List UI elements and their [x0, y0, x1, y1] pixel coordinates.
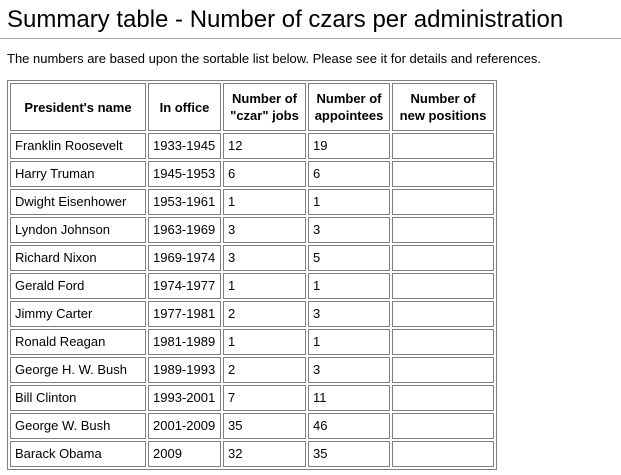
table-cell: 1989-1993 — [148, 357, 221, 383]
table-row: Dwight Eisenhower 1953-1961 1 1 — [10, 189, 494, 215]
table-cell: 1981-1989 — [148, 329, 221, 355]
table-cell: 1993-2001 — [148, 385, 221, 411]
intro-note: The numbers are based upon the sortable … — [7, 51, 542, 66]
table-row: Bill Clinton 1993-2001 7 11 — [10, 385, 494, 411]
table-cell: Bill Clinton — [10, 385, 146, 411]
table-row: Ronald Reagan 1981-1989 1 1 — [10, 329, 494, 355]
table-cell: 3 — [308, 301, 390, 327]
table-cell: 1945-1953 — [148, 161, 221, 187]
table-row: George W. Bush 2001-2009 35 46 — [10, 413, 494, 439]
table-cell: 7 — [223, 385, 306, 411]
table-cell: Harry Truman — [10, 161, 146, 187]
table-body: Franklin Roosevelt 1933-1945 12 19 Harry Tru… — [10, 133, 494, 467]
table-cell: 1963-1969 — [148, 217, 221, 243]
table-row: Jimmy Carter 1977-1981 2 3 — [10, 301, 494, 327]
table-cell: George H. W. Bush — [10, 357, 146, 383]
table-cell — [392, 245, 494, 271]
table-cell — [392, 217, 494, 243]
table-cell: Gerald Ford — [10, 273, 146, 299]
column-header: In office — [148, 83, 221, 131]
table-cell: 3 — [223, 217, 306, 243]
table-cell: 35 — [223, 413, 306, 439]
table-cell: 12 — [223, 133, 306, 159]
table-cell: Ronald Reagan — [10, 329, 146, 355]
table-cell — [392, 161, 494, 187]
czars-summary-table: President's name In office Number of "czar… — [7, 80, 497, 470]
table-cell: 3 — [308, 357, 390, 383]
table-row: Franklin Roosevelt 1933-1945 12 19 — [10, 133, 494, 159]
table-cell: 3 — [308, 217, 390, 243]
column-header: Number of appointees — [308, 83, 390, 131]
table-row: Gerald Ford 1974-1977 1 1 — [10, 273, 494, 299]
table-cell: 19 — [308, 133, 390, 159]
table-row: George H. W. Bush 1989-1993 2 3 — [10, 357, 494, 383]
table-cell: 1 — [223, 329, 306, 355]
table-cell: Jimmy Carter — [10, 301, 146, 327]
table-cell: Barack Obama — [10, 441, 146, 467]
table-cell: Franklin Roosevelt — [10, 133, 146, 159]
table-cell: 1977-1981 — [148, 301, 221, 327]
table-cell: 2009 — [148, 441, 221, 467]
table-cell: 1969-1974 — [148, 245, 221, 271]
table-cell: 32 — [223, 441, 306, 467]
table-cell — [392, 329, 494, 355]
table-cell: 1 — [308, 273, 390, 299]
table-cell — [392, 385, 494, 411]
table-row: Harry Truman 1945-1953 6 6 — [10, 161, 494, 187]
header-row: President's name In office Number of "czar… — [10, 83, 494, 131]
table-cell: 35 — [308, 441, 390, 467]
column-header: President's name — [10, 83, 146, 131]
table-cell: 11 — [308, 385, 390, 411]
table-cell: 6 — [223, 161, 306, 187]
column-header: Number of new positions — [392, 83, 494, 131]
table-cell: 5 — [308, 245, 390, 271]
table-row: Barack Obama 2009 32 35 — [10, 441, 494, 467]
table-cell: 1953-1961 — [148, 189, 221, 215]
table-cell — [392, 357, 494, 383]
table-cell: 2 — [223, 301, 306, 327]
table-cell: 1974-1977 — [148, 273, 221, 299]
table-cell: 1 — [308, 329, 390, 355]
table-cell: 1 — [223, 189, 306, 215]
table-cell — [392, 441, 494, 467]
table-cell: 2 — [223, 357, 306, 383]
table-cell — [392, 413, 494, 439]
table-cell: 1933-1945 — [148, 133, 221, 159]
table-cell: 2001-2009 — [148, 413, 221, 439]
table-cell — [392, 301, 494, 327]
column-header: Number of "czar" jobs — [223, 83, 306, 131]
table-cell: 46 — [308, 413, 390, 439]
table-cell — [392, 189, 494, 215]
table-cell: 6 — [308, 161, 390, 187]
table-row: Richard Nixon 1969-1974 3 5 — [10, 245, 494, 271]
table-row: Lyndon Johnson 1963-1969 3 3 — [10, 217, 494, 243]
page-title: Summary table - Number of czars per admi… — [0, 4, 621, 39]
table-cell: George W. Bush — [10, 413, 146, 439]
table-cell — [392, 273, 494, 299]
table-cell: 1 — [223, 273, 306, 299]
table-cell: Lyndon Johnson — [10, 217, 146, 243]
table-cell: 3 — [223, 245, 306, 271]
table-header: President's name In office Number of "czar… — [10, 83, 494, 131]
table-cell: Dwight Eisenhower — [10, 189, 146, 215]
table-cell — [392, 133, 494, 159]
table-cell: Richard Nixon — [10, 245, 146, 271]
table-cell: 1 — [308, 189, 390, 215]
